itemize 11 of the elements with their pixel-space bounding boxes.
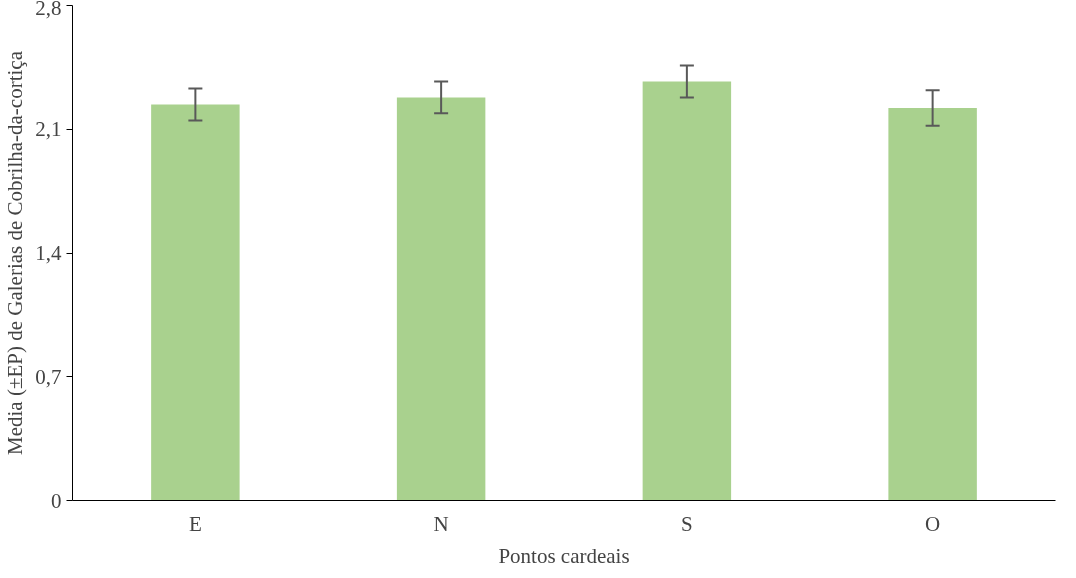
y-tick-label: 0,7	[35, 364, 62, 389]
x-tick-label: N	[433, 511, 449, 536]
y-axis-title: Media (±EP) de Galerias de Cobrilha-da-cortiça	[3, 50, 28, 455]
y-tick-label: 0	[51, 488, 62, 513]
y-tick-label: 2,1	[35, 117, 62, 142]
y-tick-label: 1,4	[35, 241, 62, 265]
x-axis-title: Pontos cardeais	[498, 543, 630, 568]
x-tick-label: E	[188, 511, 202, 536]
y-tick-label: 2,8	[35, 0, 62, 20]
x-tick-label: S	[681, 511, 693, 536]
x-tick-label: O	[925, 511, 941, 536]
